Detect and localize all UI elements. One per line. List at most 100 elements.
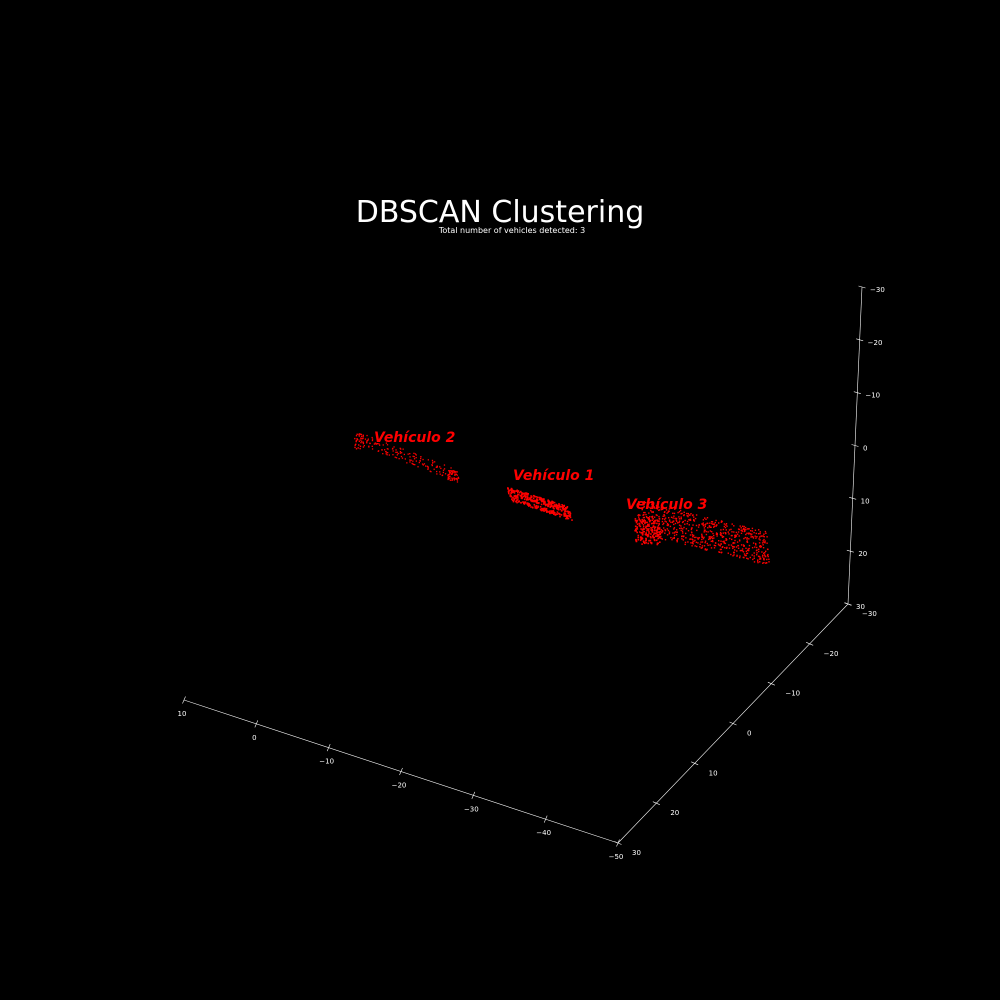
vehicle-3-point <box>666 528 668 530</box>
vehicle-3-point <box>674 517 676 520</box>
vehicle-3-point <box>741 525 744 527</box>
vehicle-2-point <box>444 473 447 475</box>
vehicle-3-point <box>689 514 691 516</box>
vehicle-3-point <box>639 525 642 528</box>
vehicle-3-point <box>713 544 716 547</box>
vehicle-3-point <box>673 512 676 515</box>
vehicle-1-point <box>511 499 514 502</box>
vehicle-1-point <box>565 510 567 513</box>
vehicle-3-point <box>658 515 660 518</box>
vehicle-3-point <box>656 533 658 536</box>
vehicle-3-point <box>694 545 696 547</box>
z-axis-tick <box>849 497 857 500</box>
vehicle-3-point <box>689 534 692 536</box>
vehicle-3-point <box>742 544 745 546</box>
vehicle-1-point <box>521 493 523 495</box>
vehicle-2-point <box>450 470 452 472</box>
vehicle-3-point <box>687 541 689 543</box>
vehicle-3-point <box>753 561 756 563</box>
vehicle-3-point <box>721 536 724 538</box>
vehicle-3-point <box>708 525 711 527</box>
vehicle-3-point <box>636 526 638 528</box>
vehicle-3-point <box>731 531 733 533</box>
vehicle-3-point <box>713 537 715 539</box>
vehicle-3-point <box>677 522 679 524</box>
vehicle-2-point <box>452 477 454 479</box>
vehicle-3-point <box>692 539 694 541</box>
vehicle-3-point <box>653 539 656 541</box>
vehicle-2-point <box>432 461 434 463</box>
x-axis-tick-label: −50 <box>609 853 624 861</box>
vehicle-3-point <box>733 525 735 527</box>
x-axis-tick <box>254 720 259 728</box>
vehicle-1-point <box>534 499 537 502</box>
vehicle-2-point <box>379 444 381 446</box>
vehicle-3-point <box>719 551 721 553</box>
vehicle-3-point <box>667 511 669 513</box>
vehicle-3-point <box>678 520 681 522</box>
vehicle-3-point <box>644 511 646 514</box>
vehicle-3-point <box>648 532 650 534</box>
vehicle-3-point <box>720 548 722 551</box>
vehicle-3-point <box>708 537 711 539</box>
vehicle-2-point <box>355 440 357 443</box>
vehicle-1-point <box>546 511 549 513</box>
vehicle-3-point <box>763 533 765 535</box>
vehicle-3-point <box>681 538 683 540</box>
vehicle-3-point <box>651 503 653 505</box>
vehicle-3-point <box>648 518 650 521</box>
vehicle-3-point <box>680 525 682 527</box>
z-axis-tick <box>846 549 854 553</box>
vehicle-3-point <box>649 506 651 509</box>
vehicle-1-point <box>559 508 562 511</box>
vehicle-2-point <box>433 468 435 470</box>
vehicle-1-point <box>513 499 515 502</box>
vehicle-3-point <box>767 555 769 558</box>
vehicle-3-point <box>751 547 754 549</box>
vehicle-3-point <box>648 517 650 520</box>
vehicle-3-point <box>664 517 667 519</box>
vehicle-2-point <box>431 464 433 467</box>
vehicle-3-point <box>648 512 650 514</box>
vehicle-1-point <box>540 507 543 510</box>
vehicle-3-point <box>746 552 749 554</box>
vehicle-2-point <box>422 464 424 466</box>
vehicle-2-point <box>385 450 387 453</box>
vehicle-2-point <box>371 436 373 439</box>
vehicle-2-point <box>453 471 456 473</box>
vehicle-2-point <box>378 450 380 452</box>
vehicle-3-point <box>646 528 648 530</box>
vehicle-3-point <box>692 541 694 543</box>
vehicle-3-point <box>756 554 758 556</box>
vehicle-1-point <box>511 489 513 491</box>
vehicle-3-point <box>656 508 659 510</box>
vehicle-3-point <box>692 543 694 545</box>
vehicle-3-point <box>673 520 675 522</box>
vehicle-3-point <box>638 514 640 516</box>
vehicle-3-point <box>650 542 653 544</box>
vehicle-3-point <box>722 540 724 543</box>
vehicle-2-point <box>399 451 402 453</box>
vehicle-1-point <box>512 500 515 503</box>
vehicle-3-point <box>755 532 757 535</box>
vehicle-3-point <box>753 531 755 534</box>
vehicle-2-point <box>412 463 414 465</box>
vehicle-3-point <box>737 531 740 533</box>
vehicle-3-point <box>743 525 745 528</box>
vehicle-3-point <box>758 529 760 531</box>
ticks-group: 100−10−20−30−40−50 3020100−10−20−30302010… <box>178 285 885 861</box>
vehicle-1-point <box>562 508 564 511</box>
y-axis-tick <box>691 761 699 766</box>
vehicle-3-point <box>643 542 646 545</box>
vehicle-3-point <box>732 542 734 545</box>
vehicle-3-point <box>638 524 641 527</box>
vehicle-3-point <box>690 527 693 529</box>
vehicle-2-point <box>415 460 417 462</box>
vehicle-2-point <box>430 471 432 473</box>
vehicle-3-point <box>756 546 758 549</box>
vehicle-3-point <box>701 535 703 537</box>
vehicle-3-point <box>658 523 660 525</box>
vehicle-3-point <box>711 537 714 540</box>
vehicle-2-point <box>450 477 452 479</box>
vehicle-3-point <box>647 535 649 537</box>
